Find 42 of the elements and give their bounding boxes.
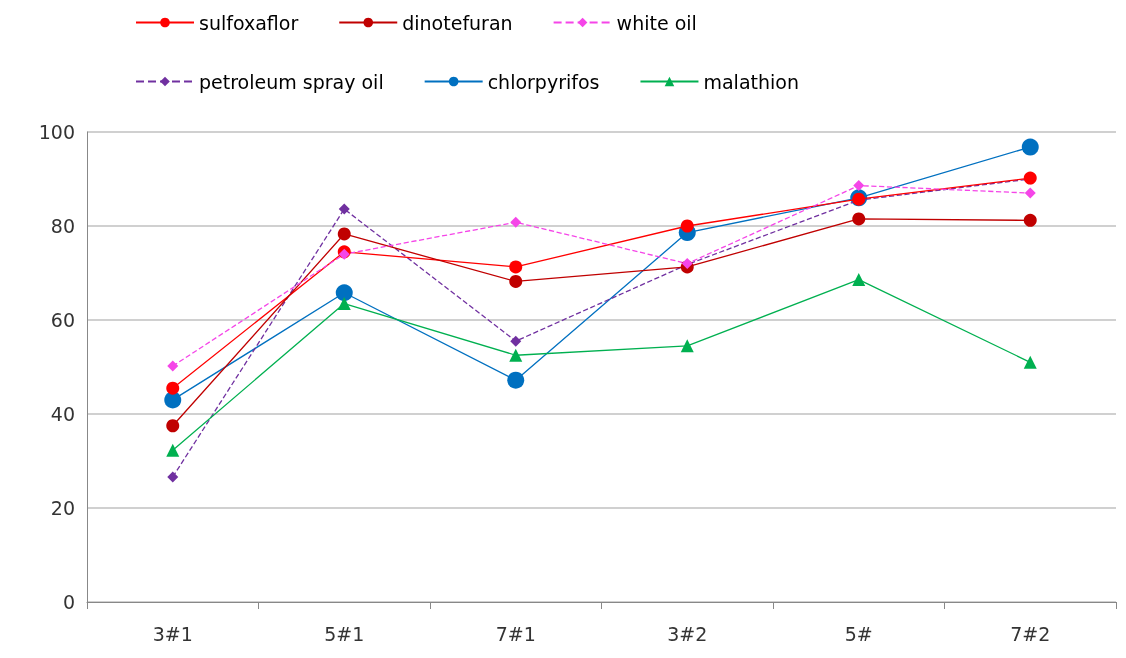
point xyxy=(852,212,866,226)
y-tick-label: 60 xyxy=(50,309,75,331)
x-tick-label: 3#2 xyxy=(667,622,708,645)
point xyxy=(1024,187,1036,199)
legend-label: white oil xyxy=(616,11,697,34)
point xyxy=(1023,213,1037,227)
point xyxy=(166,419,180,433)
point xyxy=(853,180,865,192)
point xyxy=(166,443,180,457)
legend-label: petroleum spray oil xyxy=(199,70,384,93)
point xyxy=(335,284,353,302)
point xyxy=(510,216,522,228)
point xyxy=(338,203,350,215)
legend-label: malathion xyxy=(703,70,799,93)
x-tick-label: 5#1 xyxy=(324,622,365,645)
point xyxy=(680,339,694,353)
y-tick-label: 80 xyxy=(50,215,75,237)
point xyxy=(337,297,351,311)
point xyxy=(509,260,523,274)
x-tick-label: 3#1 xyxy=(152,622,193,645)
point xyxy=(852,273,866,287)
point xyxy=(509,274,523,288)
point xyxy=(337,227,351,241)
point xyxy=(680,219,694,233)
point xyxy=(507,371,525,389)
point xyxy=(1021,138,1039,156)
point xyxy=(509,348,523,362)
y-tick-label: 40 xyxy=(50,403,75,425)
y-tick-label: 0 xyxy=(62,591,75,613)
point xyxy=(167,471,179,483)
legend-label: sulfoxaflor xyxy=(199,11,299,34)
point xyxy=(167,360,179,372)
x-tick-label: 5# xyxy=(844,622,873,645)
x-tick-label: 7#2 xyxy=(1010,622,1051,645)
point xyxy=(166,381,180,395)
legend-label: chlorpyrifos xyxy=(487,70,600,93)
y-tick-label: 100 xyxy=(38,121,75,143)
point xyxy=(510,335,522,347)
point xyxy=(1023,355,1037,369)
legend-label: dinotefuran xyxy=(402,11,513,34)
y-tick-label: 20 xyxy=(50,497,75,519)
x-tick-label: 7#1 xyxy=(495,622,536,645)
